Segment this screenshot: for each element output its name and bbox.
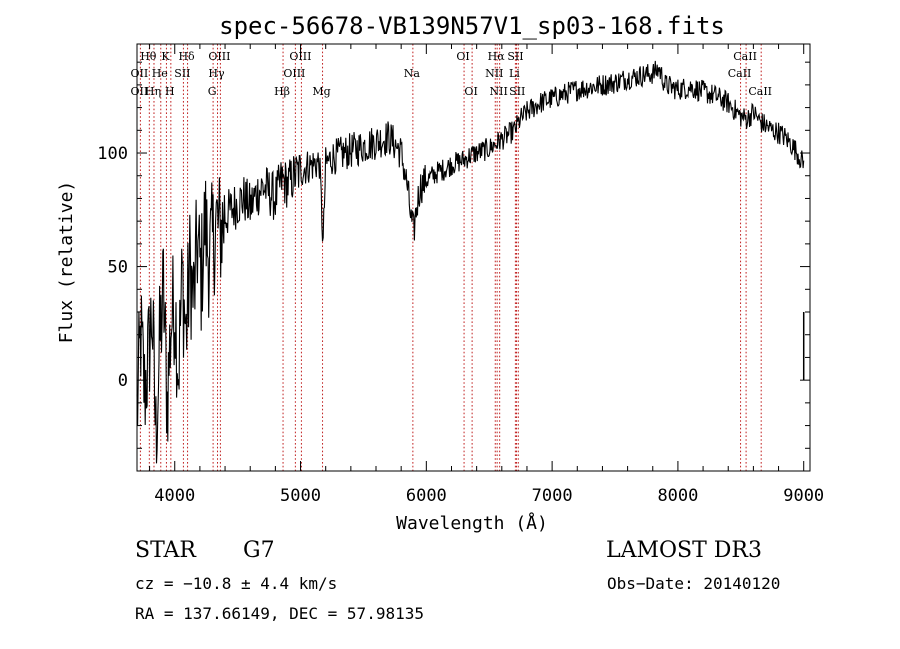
- spectral-line-label: NII: [485, 67, 503, 80]
- spectral-line-label: Hβ: [274, 85, 290, 98]
- y-tick-label: 0: [118, 371, 128, 391]
- spectral-line-label: OI: [456, 50, 469, 63]
- spectrum-series-line: [136, 60, 805, 464]
- spectral-line-label: Hγ: [208, 67, 225, 80]
- spectral-line-label: Mg: [312, 85, 330, 98]
- spectral-line-label: OIII: [283, 67, 305, 80]
- object-class: STAR: [135, 538, 196, 563]
- x-tick-label: 5000: [280, 486, 321, 506]
- spectral-lines: [139, 44, 762, 471]
- spectral-line-label: Hθ: [140, 50, 157, 63]
- spectral-line-label: Na: [404, 67, 421, 80]
- spectral-line-label: NII: [490, 85, 508, 98]
- spectral-line-label: H: [165, 85, 175, 98]
- spectral-line-label: Hη: [145, 85, 161, 98]
- x-tick-label: 7000: [532, 486, 573, 506]
- x-axis: 4000 5000 6000 7000 8000 9000: [149, 44, 824, 506]
- spectral-line-label: K: [161, 50, 170, 63]
- spectral-line-label: OIII: [289, 50, 311, 63]
- y-axis: 0 50 100: [97, 61, 810, 449]
- spectral-line-label: Hδ: [178, 50, 195, 63]
- object-subclass: G7: [243, 538, 275, 563]
- spectral-line-label: He: [152, 67, 168, 80]
- spectral-line-label: SII: [507, 50, 523, 63]
- spectral-line-label: CaII: [748, 85, 772, 98]
- spectral-line-label: CaII: [728, 67, 752, 80]
- spectral-line-label: OII: [131, 85, 149, 98]
- spectral-line-label: G: [208, 85, 217, 98]
- x-tick-label: 9000: [783, 486, 824, 506]
- x-tick-label: 8000: [657, 486, 698, 506]
- survey-label: LAMOST DR3: [606, 538, 762, 563]
- y-axis-label: Flux (relative): [56, 181, 77, 344]
- spectral-line-label: OI: [464, 85, 477, 98]
- spectral-line-label: CaII: [733, 50, 757, 63]
- redshift-info: cz = −10.8 ± 4.4 km/s: [135, 574, 338, 593]
- spectral-line-label: OII: [131, 67, 149, 80]
- coordinates-info: RA = 137.66149, DEC = 57.98135: [135, 604, 424, 623]
- y-tick-label: 100: [97, 144, 128, 164]
- spectral-line-label: SII: [174, 67, 190, 80]
- spectral-line-label: Hα: [488, 50, 506, 63]
- spectral-line-label: SII: [509, 85, 525, 98]
- spectral-line-label: Li: [509, 67, 520, 80]
- obs-date: Obs−Date: 20140120: [607, 574, 781, 593]
- plot-frame: [136, 43, 811, 472]
- x-tick-label: 4000: [154, 486, 195, 506]
- x-tick-label: 6000: [406, 486, 447, 506]
- chart-title: spec-56678-VB139N57V1_sp03-168.fits: [219, 12, 725, 40]
- y-tick-label: 50: [108, 258, 128, 278]
- x-axis-label: Wavelength (Å): [396, 512, 548, 534]
- spectral-line-label: OIII: [208, 50, 230, 63]
